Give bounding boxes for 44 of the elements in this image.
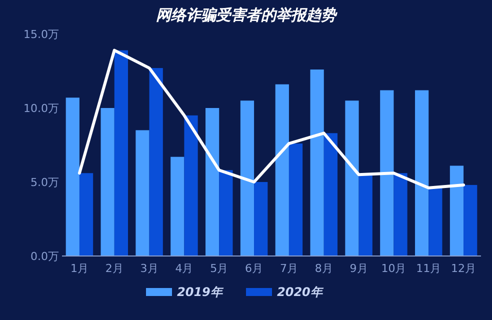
x-tick-label: 1月 <box>70 262 88 275</box>
bar <box>415 90 429 256</box>
bar <box>288 144 303 256</box>
x-tick-label: 9月 <box>350 262 368 275</box>
bar <box>428 188 442 256</box>
x-tick-label: 2月 <box>105 262 124 275</box>
bar <box>184 115 198 256</box>
bar <box>345 100 359 256</box>
bar <box>358 174 372 256</box>
y-tick-label: 5.0万 <box>30 176 59 189</box>
bar <box>254 182 268 256</box>
x-tick-label: 5月 <box>210 262 228 275</box>
bar <box>380 90 394 256</box>
x-tick-label: 4月 <box>175 262 194 275</box>
bar <box>240 100 254 256</box>
y-tick-label: 0.0万 <box>30 250 59 263</box>
bar <box>464 184 478 256</box>
y-tick-label: 15.0万 <box>24 28 59 41</box>
bar <box>324 133 338 256</box>
bar <box>275 84 289 256</box>
x-tick-label: 10月 <box>381 262 406 275</box>
legend-label: 2020年 <box>277 285 324 299</box>
chart-title: 网络诈骗受害者的举报趋势 <box>156 6 338 24</box>
bar <box>136 130 150 256</box>
bar <box>114 50 128 256</box>
line-series <box>78 48 466 190</box>
bar <box>170 156 184 256</box>
bar <box>394 173 408 256</box>
x-tick-label: 11月 <box>416 262 442 275</box>
x-tick-label: 12月 <box>451 262 476 275</box>
bar <box>450 166 464 256</box>
bar <box>149 68 163 256</box>
x-tick-label: 7月 <box>280 262 298 275</box>
x-tick-label: 8月 <box>314 262 333 275</box>
bar <box>100 108 114 256</box>
bar <box>79 173 94 256</box>
bar <box>66 98 80 256</box>
bar <box>206 108 220 256</box>
legend-label: 2019年 <box>177 285 224 299</box>
bar <box>219 170 233 256</box>
x-tick-label: 3月 <box>140 262 158 275</box>
y-tick-label: 10.0万 <box>24 102 59 115</box>
x-tick-label: 6月 <box>245 262 264 275</box>
bar <box>310 70 324 256</box>
